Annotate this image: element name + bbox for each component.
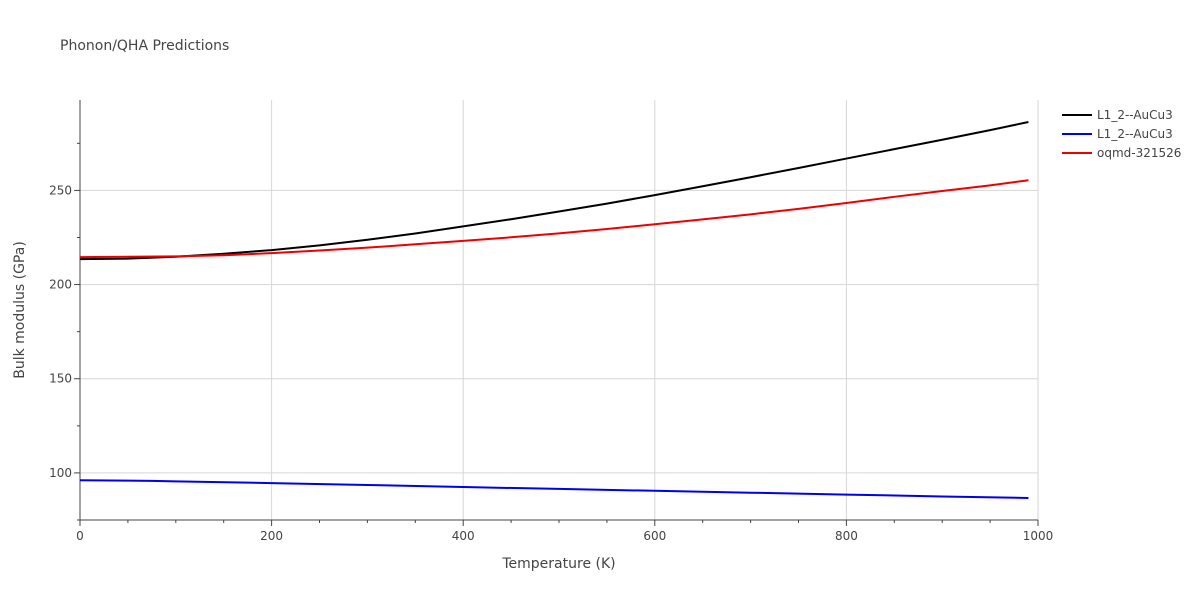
x-axis-ticks: 0 200 400 600 800 1000 <box>76 529 1053 543</box>
y-axis-ticks: 100 150 200 250 <box>49 183 72 480</box>
legend-item[interactable]: L1_2--AuCu3 <box>1062 108 1173 122</box>
legend-label: L1_2--AuCu3 <box>1097 127 1173 141</box>
y-tick-label: 150 <box>49 372 72 386</box>
y-tick-label: 100 <box>49 466 72 480</box>
series-line-3 <box>79 179 1029 259</box>
series-lines <box>79 121 1029 499</box>
y-axis-title: Bulk modulus (GPa) <box>12 241 28 379</box>
axes <box>74 100 1039 526</box>
grid <box>80 100 1039 520</box>
series-line-1 <box>79 121 1029 261</box>
legend-label: oqmd-321526 <box>1097 146 1181 160</box>
y-tick-label: 250 <box>49 183 72 197</box>
x-tick-label: 400 <box>452 529 475 543</box>
y-tick-label: 200 <box>49 278 72 292</box>
x-tick-label: 800 <box>835 529 858 543</box>
x-tick-label: 600 <box>643 529 666 543</box>
chart-title: Phonon/QHA Predictions <box>60 38 229 54</box>
series-line-2 <box>79 479 1029 499</box>
legend-item[interactable]: L1_2--AuCu3 <box>1062 127 1173 141</box>
x-axis-title: Temperature (K) <box>501 556 615 572</box>
legend: L1_2--AuCu3 L1_2--AuCu3 oqmd-321526 <box>1062 108 1181 160</box>
x-tick-label: 0 <box>76 529 84 543</box>
legend-label: L1_2--AuCu3 <box>1097 108 1173 122</box>
x-tick-label: 1000 <box>1023 529 1054 543</box>
x-tick-label: 200 <box>260 529 283 543</box>
legend-item[interactable]: oqmd-321526 <box>1062 146 1181 160</box>
